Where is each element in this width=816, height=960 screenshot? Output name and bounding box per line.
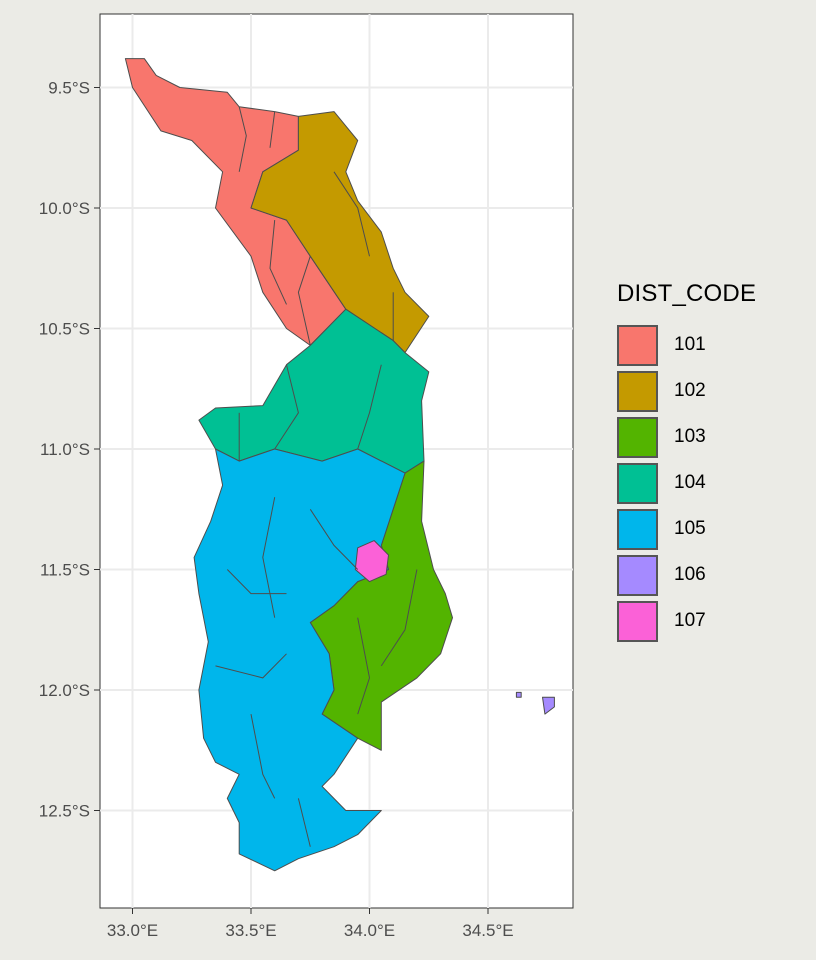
legend: DIST_CODE 101 102 103 104 105 106 107 bbox=[617, 280, 756, 644]
sub-district-border bbox=[297, 798, 311, 847]
legend-key bbox=[617, 508, 658, 550]
region-106 bbox=[515, 691, 522, 698]
legend-label: 104 bbox=[674, 472, 706, 493]
sub-district-border bbox=[357, 364, 382, 450]
y-tick-label: 12.5°S bbox=[39, 802, 90, 821]
axis-ticks: 33.0°E 33.5°E 34.0°E 34.5°E 9.5°S 10.0°S 10.5°… bbox=[39, 79, 514, 941]
sub-district-border bbox=[297, 256, 311, 346]
y-tick-label: 10.0°S bbox=[39, 199, 90, 218]
legend-item-105: 105 bbox=[617, 506, 756, 552]
sub-district-border bbox=[262, 497, 276, 618]
region-107 bbox=[354, 540, 389, 583]
sub-district-border bbox=[309, 509, 359, 570]
sub-district-border bbox=[269, 220, 287, 305]
legend-key bbox=[617, 324, 658, 366]
x-tick-label: 33.5°E bbox=[225, 921, 276, 940]
y-tick-label: 10.5°S bbox=[39, 320, 90, 339]
sub-district-border bbox=[226, 569, 287, 595]
sub-district-border bbox=[269, 111, 276, 148]
legend-key bbox=[617, 370, 658, 412]
region-102 bbox=[250, 111, 430, 354]
region-polygons bbox=[124, 58, 555, 872]
sub-district-border bbox=[357, 617, 371, 715]
legend-item-101: 101 bbox=[617, 322, 756, 368]
legend-item-104: 104 bbox=[617, 460, 756, 506]
legend-items: 101 102 103 104 105 106 107 bbox=[617, 322, 756, 644]
y-tick-label: 9.5°S bbox=[48, 79, 90, 98]
x-tick-label: 34.0°E bbox=[344, 921, 395, 940]
x-tick-label: 33.0°E bbox=[107, 921, 158, 940]
region-105 bbox=[193, 448, 406, 872]
sub-district-border bbox=[380, 569, 418, 667]
sub-district-border bbox=[250, 714, 276, 799]
sub-district-border bbox=[215, 653, 287, 679]
region-106 bbox=[542, 696, 555, 715]
legend-item-103: 103 bbox=[617, 414, 756, 460]
legend-item-106: 106 bbox=[617, 552, 756, 598]
legend-label: 101 bbox=[674, 334, 706, 355]
legend-key bbox=[617, 600, 658, 642]
legend-key bbox=[617, 462, 658, 504]
legend-label: 102 bbox=[674, 380, 706, 401]
legend-item-102: 102 bbox=[617, 368, 756, 414]
legend-label: 106 bbox=[674, 564, 706, 585]
sub-district-border bbox=[274, 364, 299, 450]
legend-item-107: 107 bbox=[617, 598, 756, 644]
legend-key bbox=[617, 416, 658, 458]
legend-title: DIST_CODE bbox=[617, 280, 757, 307]
legend-label: 107 bbox=[674, 610, 706, 631]
y-tick-label: 11.5°S bbox=[40, 561, 90, 580]
x-tick-label: 34.5°E bbox=[462, 921, 513, 940]
sub-district-border bbox=[333, 171, 370, 257]
y-tick-label: 12.0°S bbox=[39, 681, 90, 700]
sub-district-border bbox=[238, 106, 247, 172]
legend-label: 103 bbox=[674, 426, 706, 447]
sub-district-borders bbox=[215, 106, 418, 847]
legend-key bbox=[617, 554, 658, 596]
y-tick-label: 11.0°S bbox=[40, 440, 90, 459]
legend-label: 105 bbox=[674, 518, 706, 539]
